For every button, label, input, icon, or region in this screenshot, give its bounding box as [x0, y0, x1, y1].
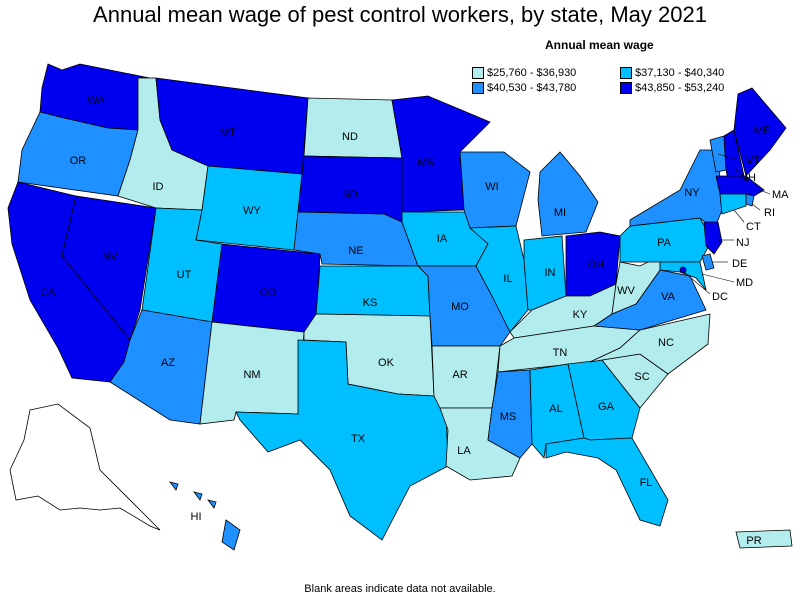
- svg-text:FL: FL: [640, 477, 653, 489]
- state-nc[interactable]: [589, 313, 711, 375]
- svg-text:NY: NY: [684, 187, 700, 199]
- map-title: Annual mean wage of pest control workers…: [93, 2, 707, 27]
- svg-text:PR: PR: [746, 535, 761, 547]
- svg-text:OK: OK: [378, 357, 395, 369]
- legend-swatch-4: [620, 82, 632, 94]
- svg-text:OR: OR: [70, 155, 87, 167]
- svg-text:WA: WA: [87, 95, 105, 107]
- state-md[interactable]: [659, 261, 707, 291]
- svg-text:LA: LA: [457, 445, 471, 457]
- svg-text:NV: NV: [102, 251, 118, 263]
- svg-text:NH: NH: [740, 172, 756, 184]
- state-ma[interactable]: [715, 175, 765, 197]
- state-mi[interactable]: [537, 151, 599, 237]
- state-pr[interactable]: [735, 529, 793, 549]
- svg-text:CA: CA: [40, 287, 56, 299]
- svg-text:AR: AR: [452, 369, 467, 381]
- legend-label-4: $43,850 - $53,240: [635, 82, 725, 94]
- svg-text:PA: PA: [657, 237, 672, 249]
- svg-text:SC: SC: [634, 371, 649, 383]
- callout-labels: VT NH MA RI CT NJ DE MD DC: [683, 153, 789, 303]
- state-nj[interactable]: [703, 221, 723, 255]
- state-ak[interactable]: [9, 403, 161, 531]
- svg-text:NJ: NJ: [736, 237, 749, 249]
- legend-swatch-2: [620, 67, 632, 79]
- state-hi-1[interactable]: [169, 481, 179, 491]
- svg-text:WV: WV: [617, 285, 635, 297]
- svg-text:AL: AL: [549, 403, 562, 415]
- svg-text:IA: IA: [437, 233, 448, 245]
- svg-text:OH: OH: [588, 259, 605, 271]
- svg-text:MD: MD: [736, 277, 753, 289]
- svg-text:KY: KY: [573, 309, 588, 321]
- svg-text:GA: GA: [598, 401, 615, 413]
- svg-text:RI: RI: [764, 207, 775, 219]
- state-wy[interactable]: [195, 165, 303, 251]
- svg-text:NE: NE: [348, 245, 363, 257]
- legend-swatch-3: [472, 82, 484, 94]
- legend-label-3: $40,530 - $43,780: [487, 82, 577, 94]
- svg-text:AZ: AZ: [161, 357, 175, 369]
- svg-text:MA: MA: [772, 189, 789, 201]
- state-labels: WA OR CA NV ID MT WY UT AZ CO NM ND SD N…: [40, 95, 770, 547]
- svg-text:MN: MN: [417, 157, 434, 169]
- state-ne[interactable]: [293, 211, 419, 267]
- state-dc[interactable]: [679, 266, 687, 274]
- state-de[interactable]: [701, 253, 715, 271]
- svg-text:ND: ND: [342, 131, 358, 143]
- svg-text:SD: SD: [342, 189, 357, 201]
- svg-text:MT: MT: [220, 127, 236, 139]
- svg-text:WY: WY: [243, 205, 261, 217]
- svg-text:CO: CO: [260, 287, 277, 299]
- svg-text:VA: VA: [661, 291, 676, 303]
- state-nd[interactable]: [303, 97, 403, 159]
- svg-text:ME: ME: [754, 125, 771, 137]
- svg-text:ID: ID: [153, 181, 164, 193]
- svg-text:TX: TX: [351, 433, 366, 445]
- legend-item-2: $37,130 - $40,340: [620, 67, 724, 79]
- svg-text:MO: MO: [451, 301, 469, 313]
- state-tx[interactable]: [235, 339, 449, 541]
- svg-text:NC: NC: [658, 337, 674, 349]
- state-hi-3[interactable]: [207, 499, 217, 509]
- legend-label-1: $25,760 - $36,930: [487, 67, 577, 79]
- svg-text:IL: IL: [503, 273, 512, 285]
- svg-text:DC: DC: [712, 291, 728, 303]
- svg-text:NM: NM: [243, 369, 260, 381]
- state-ct[interactable]: [719, 193, 747, 215]
- legend-label-2: $37,130 - $40,340: [635, 67, 725, 79]
- svg-text:DE: DE: [732, 258, 747, 270]
- footnote: Blank areas indicate data not available.: [304, 583, 496, 595]
- legend-swatch-1: [472, 67, 484, 79]
- state-ri[interactable]: [745, 193, 755, 207]
- legend-item-1: $25,760 - $36,930: [472, 67, 576, 79]
- state-ny[interactable]: [629, 149, 723, 231]
- legend-title: Annual mean wage: [545, 38, 654, 52]
- svg-text:TN: TN: [553, 347, 568, 359]
- svg-text:MS: MS: [500, 411, 517, 423]
- svg-text:VT: VT: [746, 155, 760, 167]
- svg-text:CT: CT: [746, 221, 761, 233]
- svg-text:WI: WI: [485, 181, 498, 193]
- state-hi-4[interactable]: [221, 519, 241, 551]
- state-fl[interactable]: [545, 437, 669, 527]
- svg-text:UT: UT: [177, 269, 192, 281]
- state-nv[interactable]: [61, 195, 157, 341]
- state-hi-2[interactable]: [193, 491, 203, 501]
- svg-text:MI: MI: [554, 207, 566, 219]
- svg-text:KS: KS: [363, 297, 378, 309]
- svg-text:IN: IN: [545, 267, 556, 279]
- legend-item-4: $43,850 - $53,240: [620, 82, 724, 94]
- svg-text:HI: HI: [191, 511, 202, 523]
- legend-item-3: $40,530 - $43,780: [472, 82, 576, 94]
